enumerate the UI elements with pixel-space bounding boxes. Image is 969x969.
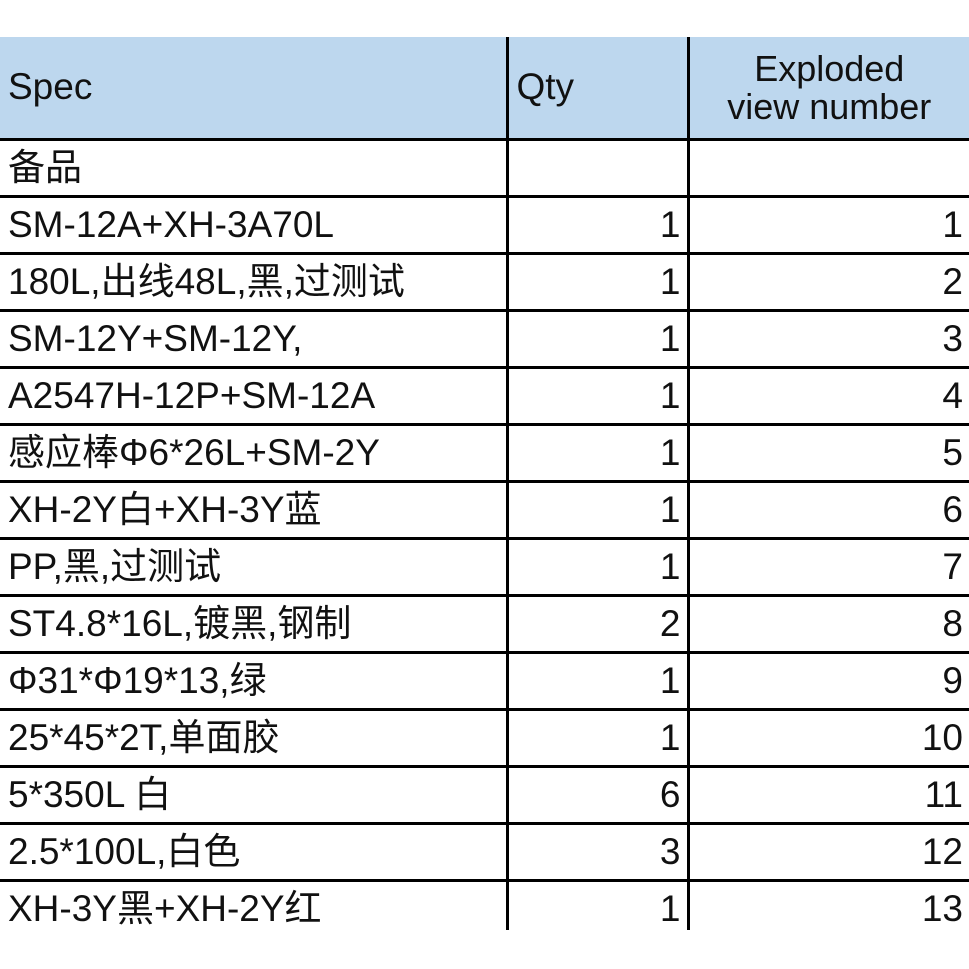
table-row: 25*45*2T,单面胶 1 10 (0, 709, 969, 768)
qty-cell: 1 (505, 880, 688, 930)
table-row: 感应棒Φ6*26L+SM-2Y 1 5 (0, 424, 969, 483)
spec-cell: ST4.8*16L,镀黑,钢制 (0, 595, 507, 654)
qty-cell: 1 (505, 196, 688, 255)
qty-cell: 1 (505, 709, 688, 768)
table-row: SM-12A+XH-3A70L 1 1 (0, 196, 969, 255)
table-row: PP,黑,过测试 1 7 (0, 538, 969, 597)
exploded-number-cell: 4 (686, 367, 969, 426)
exploded-number-cell: 8 (686, 595, 969, 654)
section-qty-empty (505, 139, 688, 198)
exploded-number-cell: 11 (686, 766, 969, 825)
exploded-number-cell: 6 (686, 481, 969, 540)
qty-cell: 1 (505, 538, 688, 597)
exploded-number-cell: 13 (686, 880, 969, 930)
exploded-number-cell: 7 (686, 538, 969, 597)
exploded-number-cell: 3 (686, 310, 969, 369)
qty-cell: 3 (505, 823, 688, 882)
header-exploded-line2: view number (727, 85, 932, 127)
header-exploded-line1: Exploded (754, 47, 905, 89)
parts-table-container: Spec Qty Exploded view number 备品 SM-12A+… (0, 37, 969, 930)
table-row: ST4.8*16L,镀黑,钢制 2 8 (0, 595, 969, 654)
table-row: 5*350L 白 6 11 (0, 766, 969, 825)
spec-cell: XH-2Y白+XH-3Y蓝 (0, 481, 507, 540)
qty-cell: 1 (505, 367, 688, 426)
qty-cell: 1 (505, 481, 688, 540)
qty-cell: 1 (505, 424, 688, 483)
qty-cell: 1 (505, 310, 688, 369)
spec-cell: 2.5*100L,白色 (0, 823, 507, 882)
spec-cell: SM-12A+XH-3A70L (0, 196, 507, 255)
spec-cell: SM-12Y+SM-12Y, (0, 310, 507, 369)
qty-cell: 2 (505, 595, 688, 654)
qty-cell: 6 (505, 766, 688, 825)
spec-cell: 180L,出线48L,黑,过测试 (0, 253, 507, 312)
header-row: Spec Qty Exploded view number (0, 37, 969, 141)
section-label: 备品 (0, 139, 507, 198)
section-num-empty (686, 139, 969, 198)
section-row: 备品 (0, 139, 969, 198)
exploded-number-cell: 2 (686, 253, 969, 312)
spec-cell: PP,黑,过测试 (0, 538, 507, 597)
spec-cell: 感应棒Φ6*26L+SM-2Y (0, 424, 507, 483)
header-exploded-view-number: Exploded view number (686, 37, 969, 141)
table-row: XH-2Y白+XH-3Y蓝 1 6 (0, 481, 969, 540)
exploded-number-cell: 9 (686, 652, 969, 711)
table-row: XH-3Y黑+XH-2Y红 1 13 (0, 880, 969, 930)
header-spec: Spec (0, 37, 507, 141)
spec-cell: 25*45*2T,单面胶 (0, 709, 507, 768)
exploded-number-cell: 12 (686, 823, 969, 882)
spec-cell: XH-3Y黑+XH-2Y红 (0, 880, 507, 930)
exploded-number-cell: 10 (686, 709, 969, 768)
table-row: A2547H-12P+SM-12A 1 4 (0, 367, 969, 426)
spec-cell: Φ31*Φ19*13,绿 (0, 652, 507, 711)
qty-cell: 1 (505, 253, 688, 312)
parts-table: Spec Qty Exploded view number 备品 SM-12A+… (0, 37, 969, 930)
header-qty: Qty (505, 37, 688, 141)
table-row: 180L,出线48L,黑,过测试 1 2 (0, 253, 969, 312)
qty-cell: 1 (505, 652, 688, 711)
exploded-number-cell: 5 (686, 424, 969, 483)
spec-cell: A2547H-12P+SM-12A (0, 367, 507, 426)
exploded-number-cell: 1 (686, 196, 969, 255)
table-row: SM-12Y+SM-12Y, 1 3 (0, 310, 969, 369)
table-row: Φ31*Φ19*13,绿 1 9 (0, 652, 969, 711)
table-row: 2.5*100L,白色 3 12 (0, 823, 969, 882)
spec-cell: 5*350L 白 (0, 766, 507, 825)
